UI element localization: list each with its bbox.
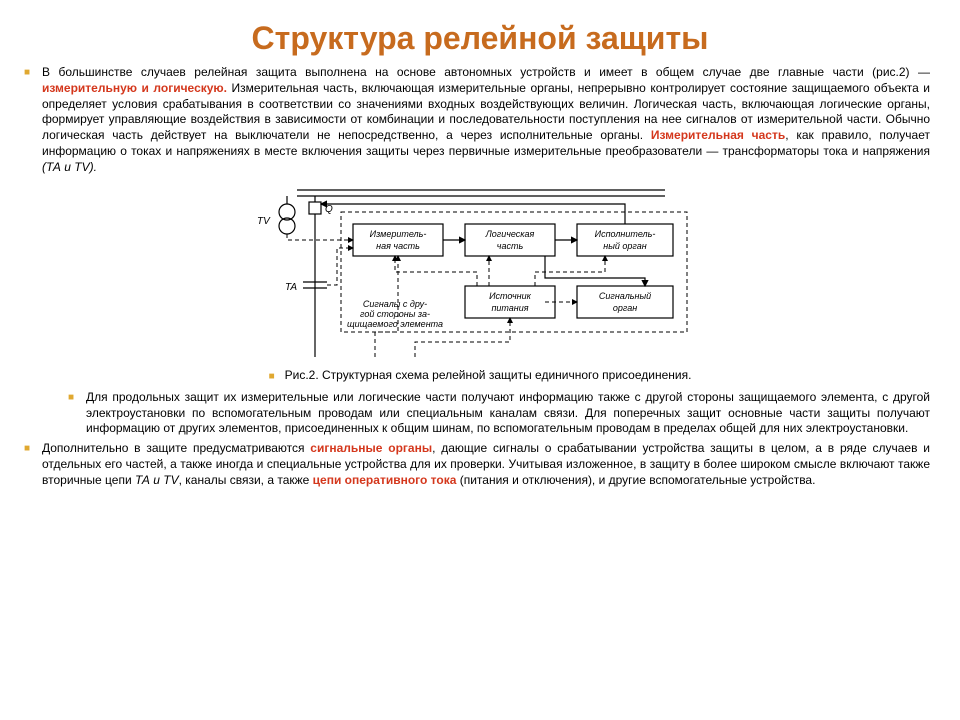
box-exec-l1: Исполнитель- [595, 229, 656, 239]
tv-label: TV [257, 216, 271, 227]
box-sig-l1: Сигнальный [599, 291, 651, 301]
box-src-l2: питания [491, 303, 528, 313]
p3c: , каналы связи, а также [179, 473, 313, 487]
p1-highlight-2: Измерительная часть [651, 128, 785, 142]
sig-l2: гой стороны за- [360, 309, 430, 319]
p1-ital: (ТА и TV). [42, 160, 97, 174]
p3-highlight-1: сигнальные органы [310, 441, 432, 455]
diagram-container: TV Q TA Измеритель- ная часть Логическая… [30, 182, 930, 362]
relay-structure-diagram: TV Q TA Измеритель- ная часть Логическая… [245, 182, 715, 362]
box-sig-l2: орган [613, 303, 637, 313]
para-2-item: Для продольных защит их измерительные ил… [86, 390, 930, 437]
ta-label: TA [285, 282, 297, 293]
box-logic-l1: Логическая [485, 229, 535, 239]
page-title: Структура релейной защиты [30, 20, 930, 57]
p3-highlight-2: цепи оперативного тока [313, 473, 457, 487]
figure-caption: Рис.2. Структурная схема релейной защиты… [285, 368, 692, 382]
p3a: Дополнительно в защите предусматриваются [42, 441, 310, 455]
figure-caption-row: ■ Рис.2. Структурная схема релейной защит… [30, 368, 930, 382]
box-meas-l2: ная часть [376, 241, 420, 251]
box-exec-l2: ный орган [603, 241, 646, 251]
sig-l3: щищаемого элемента [347, 319, 443, 329]
para-2: Для продольных защит их измерительные ил… [86, 390, 930, 437]
p3-ital: ТА и TV [135, 473, 179, 487]
box-src-l1: Источник [489, 291, 532, 301]
caption-bullet: ■ [269, 371, 275, 382]
p1a: В большинстве случаев релейная защита вы… [42, 65, 930, 79]
box-meas-l1: Измеритель- [370, 229, 427, 239]
p3d: (питания и отключения), и другие вспомог… [456, 473, 815, 487]
q-label: Q [325, 204, 333, 215]
para-3: Дополнительно в защите предусматриваются… [42, 441, 930, 488]
para-3-item: Дополнительно в защите предусматриваются… [42, 441, 930, 488]
para-1-item: В большинстве случаев релейная защита вы… [42, 65, 930, 176]
box-logic-l2: часть [497, 241, 524, 251]
sig-l1: Сигналы с дру- [363, 299, 427, 309]
p1-highlight-1: измерительную и логическую. [42, 81, 227, 95]
para-1: В большинстве случаев релейная защита вы… [42, 65, 930, 176]
